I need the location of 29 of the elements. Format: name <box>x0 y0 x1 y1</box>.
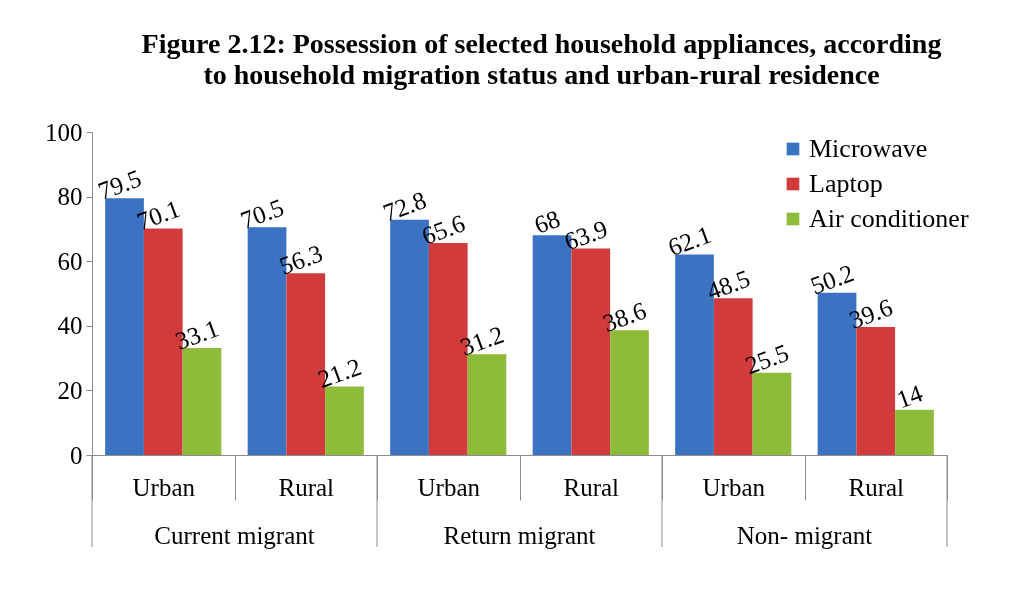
data-label: 38.6 <box>599 296 650 337</box>
data-label: 25.5 <box>741 338 793 380</box>
legend-label: Microwave <box>809 134 928 163</box>
legend-label: Air conditioner <box>809 204 969 233</box>
text: Current migrant <box>154 522 315 549</box>
x-tick-label: Urban <box>132 473 196 501</box>
x-tick-label: Urban <box>702 473 766 501</box>
data-label: 21.2 <box>314 352 365 394</box>
chart-title: Figure 2.12: Possession of selected household appliances, according to household migration status and urban-rural residence <box>141 28 942 90</box>
x-tick-label: Rural <box>848 473 905 501</box>
x-tick-label: Rural <box>278 473 335 501</box>
data-label: 62.1 <box>664 220 715 261</box>
x-tick-label: Urban <box>417 473 481 501</box>
y-tick-label: 60 <box>57 247 83 275</box>
text: Non- migrant <box>736 522 873 549</box>
data-label: 70.5 <box>236 193 288 234</box>
y-tick-label: 80 <box>57 183 83 211</box>
data-label: 14 <box>893 379 927 414</box>
y-tick-label: 0 <box>70 441 83 469</box>
y-tick-label: 100 <box>45 118 83 146</box>
y-tick-label: 20 <box>57 376 83 404</box>
text: Return migrant <box>443 522 596 549</box>
legend-label: Laptop <box>809 169 883 198</box>
y-tick-label: 40 <box>57 312 83 340</box>
x-tick-label: Rural <box>563 473 620 501</box>
data-label: 31.2 <box>456 320 508 361</box>
data-label: 48.5 <box>703 264 754 305</box>
data-label: 56.3 <box>275 239 326 280</box>
data-label: 33.1 <box>171 314 223 355</box>
